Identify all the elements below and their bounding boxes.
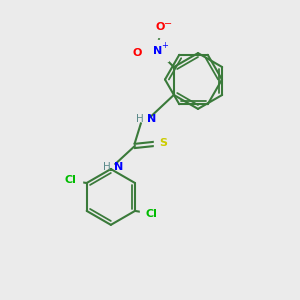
Text: +: +: [161, 40, 168, 50]
Text: H: H: [103, 162, 111, 172]
Text: S: S: [159, 138, 167, 148]
Text: H: H: [136, 114, 144, 124]
Text: N: N: [147, 114, 156, 124]
Text: −: −: [164, 19, 172, 29]
Text: N: N: [114, 162, 123, 172]
Text: Cl: Cl: [64, 175, 76, 185]
Text: O: O: [156, 22, 165, 32]
Text: N: N: [153, 46, 162, 56]
Text: O: O: [132, 48, 142, 58]
Text: Cl: Cl: [146, 209, 158, 219]
